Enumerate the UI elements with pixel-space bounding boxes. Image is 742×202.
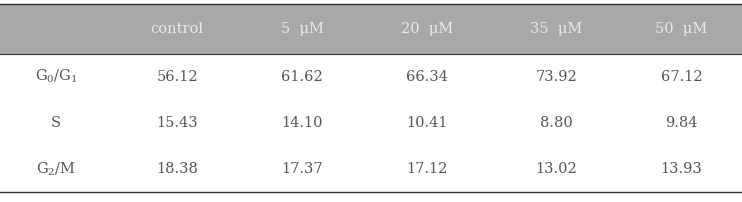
- Text: 20  μM: 20 μM: [401, 22, 453, 36]
- Text: 17.37: 17.37: [281, 162, 323, 176]
- Bar: [0, 4, 742, 54]
- Text: 18.38: 18.38: [157, 162, 198, 176]
- Text: 50  μM: 50 μM: [655, 22, 708, 36]
- Text: control: control: [151, 22, 203, 36]
- Text: 9.84: 9.84: [666, 116, 697, 130]
- Text: 13.02: 13.02: [536, 162, 577, 176]
- Text: 8.80: 8.80: [540, 116, 573, 130]
- Text: 5  μM: 5 μM: [280, 22, 324, 36]
- Text: 14.10: 14.10: [281, 116, 323, 130]
- Text: 66.34: 66.34: [407, 70, 448, 84]
- Text: 13.93: 13.93: [660, 162, 703, 176]
- Text: $\mathregular{G_2/M}$: $\mathregular{G_2/M}$: [36, 160, 76, 178]
- Text: 15.43: 15.43: [157, 116, 198, 130]
- Text: 10.41: 10.41: [407, 116, 448, 130]
- Text: 67.12: 67.12: [660, 70, 703, 84]
- Text: 17.12: 17.12: [407, 162, 448, 176]
- Text: $\mathregular{G_0/G_1}$: $\mathregular{G_0/G_1}$: [35, 68, 78, 85]
- Text: 35  μM: 35 μM: [531, 22, 582, 36]
- Text: 56.12: 56.12: [157, 70, 198, 84]
- Text: S: S: [51, 116, 62, 130]
- Text: 73.92: 73.92: [536, 70, 577, 84]
- Text: 61.62: 61.62: [281, 70, 323, 84]
